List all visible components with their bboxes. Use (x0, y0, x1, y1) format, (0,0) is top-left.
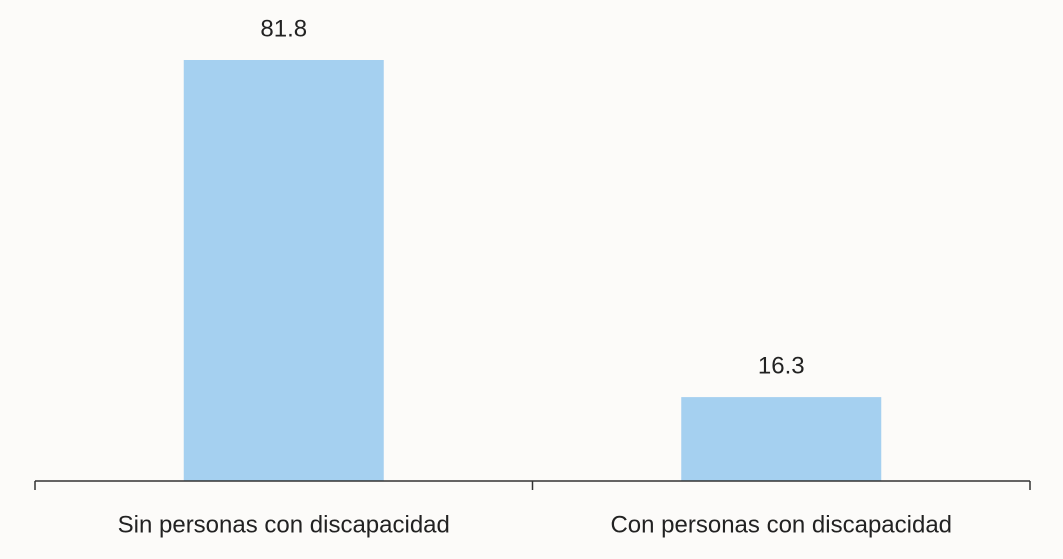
bar (183, 60, 384, 481)
bar (681, 397, 882, 481)
value-label: 81.8 (260, 15, 307, 42)
x-tick-label: Sin personas con discapacidad (118, 511, 450, 538)
x-tick-label: Con personas con discapacidad (610, 511, 952, 538)
value-label: 16.3 (758, 352, 805, 379)
